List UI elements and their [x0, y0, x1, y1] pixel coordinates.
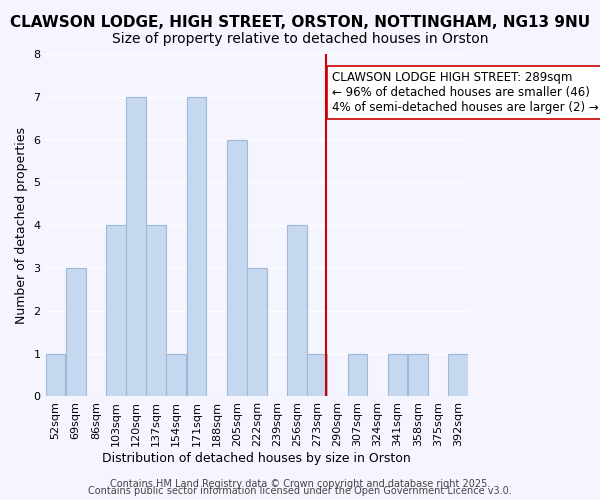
Bar [408, 354, 428, 397]
Bar [307, 354, 327, 397]
Bar [166, 354, 186, 397]
Text: Contains public sector information licensed under the Open Government Licence v3: Contains public sector information licen… [88, 486, 512, 496]
Text: CLAWSON LODGE, HIGH STREET, ORSTON, NOTTINGHAM, NG13 9NU: CLAWSON LODGE, HIGH STREET, ORSTON, NOTT… [10, 15, 590, 30]
Bar [146, 225, 166, 396]
Bar [126, 97, 146, 396]
Bar [46, 354, 65, 397]
Bar [448, 354, 468, 397]
Bar [187, 97, 206, 396]
Bar [227, 140, 247, 396]
Bar [388, 354, 407, 397]
Y-axis label: Number of detached properties: Number of detached properties [15, 126, 28, 324]
X-axis label: Distribution of detached houses by size in Orston: Distribution of detached houses by size … [103, 452, 411, 465]
Text: Size of property relative to detached houses in Orston: Size of property relative to detached ho… [112, 32, 488, 46]
Text: Contains HM Land Registry data © Crown copyright and database right 2025.: Contains HM Land Registry data © Crown c… [110, 479, 490, 489]
Bar [247, 268, 266, 396]
Bar [106, 225, 126, 396]
Bar [66, 268, 86, 396]
Text: CLAWSON LODGE HIGH STREET: 289sqm
← 96% of detached houses are smaller (46)
4% o: CLAWSON LODGE HIGH STREET: 289sqm ← 96% … [332, 71, 599, 114]
Bar [347, 354, 367, 397]
Bar [287, 225, 307, 396]
